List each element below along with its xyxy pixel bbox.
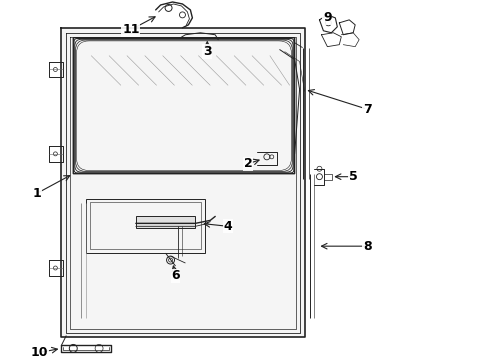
Text: 4: 4	[224, 220, 232, 233]
Bar	[90, 202, 201, 249]
Text: 10: 10	[31, 346, 49, 359]
Text: 8: 8	[363, 240, 371, 253]
Text: 1: 1	[32, 187, 41, 200]
Bar	[86, 198, 205, 253]
Polygon shape	[61, 28, 305, 337]
Text: 2: 2	[244, 157, 252, 170]
Text: 11: 11	[122, 23, 140, 36]
Text: 9: 9	[323, 12, 332, 24]
Text: 3: 3	[203, 45, 212, 58]
Text: 7: 7	[363, 103, 371, 116]
Bar	[136, 216, 196, 228]
Text: 6: 6	[171, 269, 180, 283]
Text: 5: 5	[349, 170, 358, 183]
